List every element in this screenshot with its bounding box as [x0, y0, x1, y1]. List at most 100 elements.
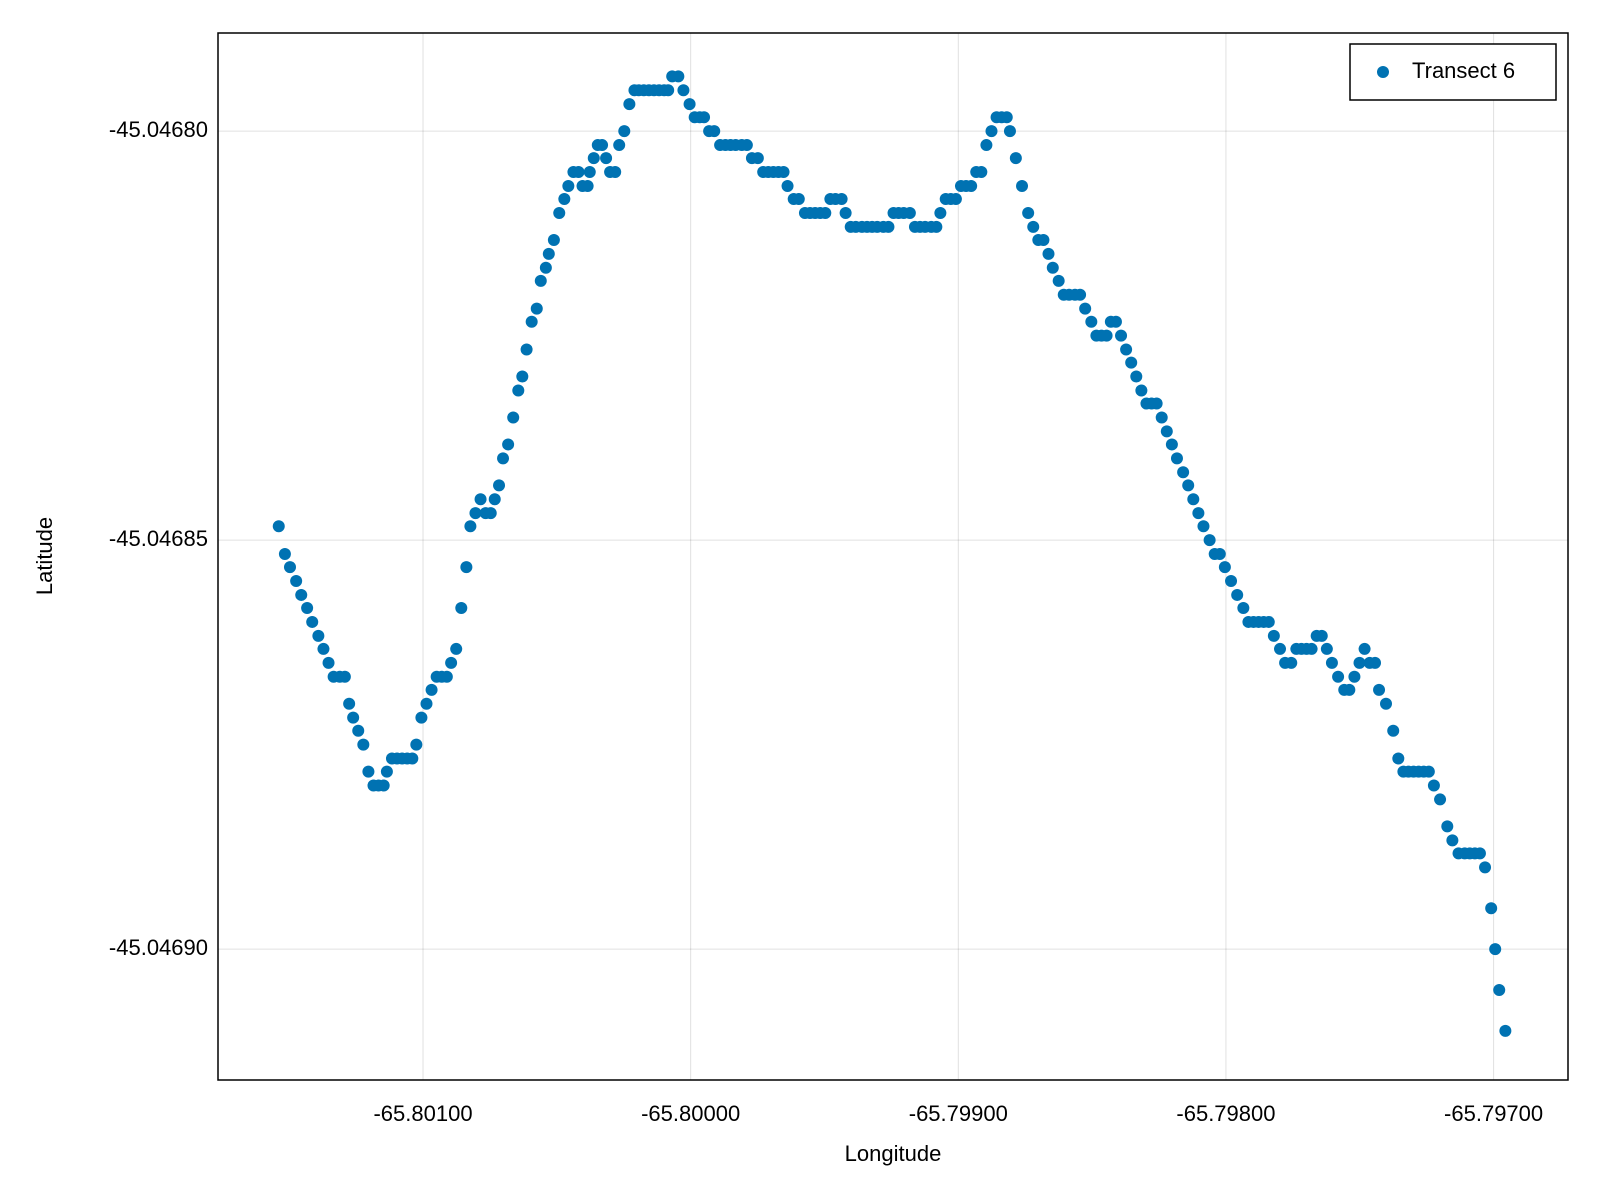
- scatter-point: [507, 411, 520, 424]
- scatter-point: [488, 493, 501, 506]
- scatter-point: [1267, 629, 1280, 642]
- scatter-point: [420, 697, 433, 710]
- scatter-point: [450, 642, 463, 655]
- scatter-point: [530, 302, 543, 315]
- scatter-point: [343, 697, 356, 710]
- scatter-point: [1150, 397, 1163, 410]
- scatter-point: [1213, 548, 1226, 561]
- scatter-point: [380, 765, 393, 778]
- scatter-point: [474, 493, 487, 506]
- scatter-point: [1237, 602, 1250, 615]
- x-tick-label: -65.80100: [373, 1101, 472, 1126]
- scatter-point: [301, 602, 314, 615]
- scatter-point: [1115, 329, 1128, 342]
- scatter-point: [455, 602, 468, 615]
- scatter-point: [352, 724, 365, 737]
- scatter-point: [1016, 179, 1029, 192]
- scatter-point: [965, 179, 978, 192]
- scatter-point: [613, 139, 626, 152]
- scatter-point: [587, 152, 600, 165]
- scatter-point: [1485, 902, 1498, 915]
- scatter-point: [1493, 984, 1506, 997]
- scatter-point: [1373, 683, 1386, 696]
- x-tick-label: -65.79800: [1176, 1101, 1275, 1126]
- scatter-point: [1325, 656, 1338, 669]
- scatter-point: [534, 274, 547, 287]
- legend-label: Transect 6: [1412, 58, 1515, 83]
- scatter-point: [1135, 384, 1148, 397]
- scatter-point: [272, 520, 285, 533]
- scatter-point: [295, 588, 308, 601]
- x-tick-label: -65.80000: [641, 1101, 740, 1126]
- scatter-point: [1022, 206, 1035, 219]
- scatter-point: [283, 561, 296, 574]
- scatter-point: [1177, 466, 1190, 479]
- scatter-point: [406, 752, 419, 765]
- scatter-point: [558, 193, 571, 206]
- scatter-point: [1262, 615, 1275, 628]
- scatter-point: [792, 193, 805, 206]
- legend-marker: [1377, 66, 1389, 78]
- scatter-point: [835, 193, 848, 206]
- scatter-point: [882, 220, 895, 233]
- scatter-point: [672, 70, 685, 83]
- scatter-point: [278, 548, 291, 561]
- y-tick-label: -45.04680: [109, 117, 208, 142]
- y-axis-label: Latitude: [32, 517, 57, 595]
- scatter-point: [1187, 493, 1200, 506]
- scatter-point: [662, 84, 675, 97]
- scatter-point: [539, 261, 552, 274]
- scatter-point: [618, 125, 631, 138]
- scatter-point: [1203, 534, 1216, 547]
- scatter-point: [502, 438, 515, 451]
- scatter-point: [1441, 820, 1454, 833]
- scatter-point: [698, 111, 711, 124]
- scatter-point: [377, 779, 390, 792]
- scatter-point: [1170, 452, 1183, 465]
- scatter-point: [934, 206, 947, 219]
- scatter-point: [1358, 642, 1371, 655]
- scatter-point: [464, 520, 477, 533]
- scatter-point: [975, 166, 988, 179]
- scatter-point: [347, 711, 360, 724]
- scatter-point: [583, 166, 596, 179]
- scatter-point: [1120, 343, 1133, 356]
- scatter-point: [553, 206, 566, 219]
- scatter-point: [1499, 1024, 1512, 1037]
- scatter-point: [581, 179, 594, 192]
- scatter-point: [1003, 125, 1016, 138]
- scatter-point: [985, 125, 998, 138]
- scatter-point: [312, 629, 325, 642]
- scatter-point: [497, 452, 510, 465]
- scatter-point: [1231, 588, 1244, 601]
- scatter-point: [572, 166, 585, 179]
- scatter-point: [415, 711, 428, 724]
- scatter-point: [306, 615, 319, 628]
- scatter-point: [1037, 233, 1050, 246]
- scatter-point: [338, 670, 351, 683]
- scatter-point: [357, 738, 370, 751]
- scatter-point: [751, 152, 764, 165]
- scatter-point: [1052, 274, 1065, 287]
- scatter-point: [1422, 765, 1435, 778]
- scatter-point: [1079, 302, 1092, 315]
- scatter-point: [777, 166, 790, 179]
- scatter-point: [1085, 315, 1098, 328]
- scatter-point: [1446, 834, 1459, 847]
- scatter-point: [1479, 861, 1492, 874]
- scatter-point: [1074, 288, 1087, 301]
- scatter-point: [1165, 438, 1178, 451]
- scatter-point: [1046, 261, 1059, 274]
- scatter-point: [623, 98, 636, 111]
- scatter-point: [290, 575, 303, 588]
- scatter-point: [839, 206, 852, 219]
- scatter-point: [1218, 561, 1231, 574]
- scatter-point: [600, 152, 613, 165]
- scatter-point: [1155, 411, 1168, 424]
- scatter-point: [445, 656, 458, 669]
- plot-frame: [217, 32, 1569, 1081]
- scatter-point: [1125, 356, 1138, 369]
- scatter-point: [1387, 724, 1400, 737]
- scatter-point: [1009, 152, 1022, 165]
